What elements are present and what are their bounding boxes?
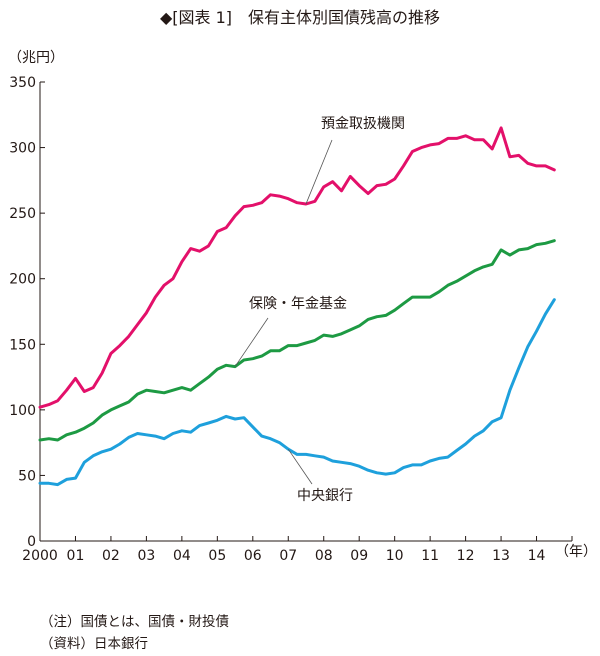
x-axis-label: （年） — [555, 544, 597, 560]
x-tick-label: 11 — [421, 548, 439, 564]
y-tick-label: 0 — [27, 534, 36, 550]
leader-line — [234, 317, 269, 367]
x-tick-label: 06 — [244, 548, 262, 564]
series-label: 中央銀行 — [297, 488, 353, 504]
x-tick-label: 07 — [279, 548, 297, 564]
y-tick-label: 350 — [9, 75, 36, 91]
x-tick-label: 09 — [350, 548, 368, 564]
leader-line — [305, 139, 333, 205]
x-tick-label: 04 — [173, 548, 191, 564]
x-tick-label: 05 — [208, 548, 226, 564]
y-tick-label: 150 — [9, 337, 36, 353]
y-tick-label: 300 — [9, 141, 36, 157]
y-tick-label: 200 — [9, 272, 36, 288]
note-line: （注）国債とは、国債・財投債 — [40, 614, 229, 630]
y-tick-label: 50 — [18, 468, 36, 484]
x-tick-label: 2000 — [22, 548, 58, 564]
series-label: 保険・年金基金 — [249, 295, 347, 312]
notes: （注）国債とは、国債・財投債 （資料）日本銀行 — [40, 611, 229, 655]
x-tick-label: 14 — [528, 548, 546, 564]
y-tick-label: 250 — [9, 206, 36, 222]
x-tick-label: 10 — [386, 548, 404, 564]
source-line: （資料）日本銀行 — [40, 636, 148, 652]
x-tick-label: 12 — [457, 548, 475, 564]
leader-line — [287, 448, 313, 485]
y-axis-label: （兆円） — [8, 50, 64, 66]
series-line-1 — [38, 239, 556, 442]
chart-title: ◆[図表 1] 保有主体別国債残高の推移 — [159, 8, 441, 27]
series-line-0 — [38, 126, 556, 409]
x-tick-label: 02 — [102, 548, 120, 564]
x-tick-label: 13 — [492, 548, 510, 564]
series-label: 預金取扱機関 — [321, 116, 405, 132]
y-tick-label: 100 — [9, 403, 36, 419]
series-layer — [38, 126, 556, 487]
series-line-2 — [38, 298, 556, 487]
x-tick-label: 08 — [315, 548, 333, 564]
x-tick-label: 01 — [67, 548, 85, 564]
axes: 0 50 100 150 200 250 300 350 2000 01 02 03 04 05 06 07 0… — [8, 50, 597, 564]
x-tick-label: 03 — [137, 548, 155, 564]
